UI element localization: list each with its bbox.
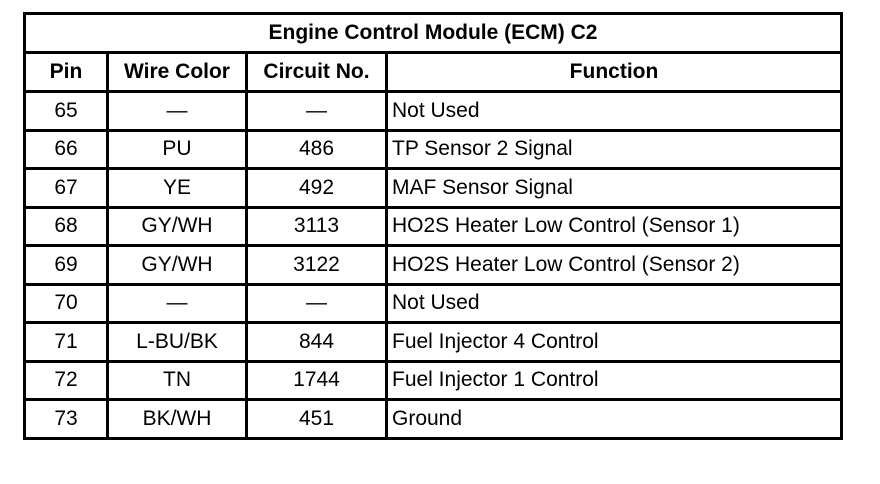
function-cell: TP Sensor 2 Signal — [385, 128, 843, 170]
pin-cell: 68 — [23, 205, 109, 247]
pin-cell: 71 — [23, 321, 109, 363]
table-row: 65— — Not Used — [23, 90, 843, 132]
wire-color-cell: YE — [106, 167, 248, 209]
wire-color-cell: BK/WH — [106, 398, 248, 440]
pin-cell: 73 — [23, 398, 109, 440]
wire-color-cell: GY/WH — [106, 205, 248, 247]
function-cell: HO2S Heater Low Control (Sensor 1) — [385, 205, 843, 247]
table-row: 72 TN 1744 Fuel Injector 1 Control — [23, 359, 843, 401]
wire-color-cell: — — [106, 282, 248, 324]
wire-color-cell: GY/WH — [106, 244, 248, 286]
function-cell: Fuel Injector 4 Control — [385, 321, 843, 363]
wire-color-cell: — — [106, 90, 248, 132]
circuit-no-cell: — — [245, 90, 388, 132]
pin-cell: 67 — [23, 167, 109, 209]
pin-cell: 70 — [23, 282, 109, 324]
table-row: 71 L-BU/BK 844 Fuel Injector 4 Control — [23, 321, 843, 363]
circuit-no-cell: 3113 — [245, 205, 388, 247]
function-cell: MAF Sensor Signal — [385, 167, 843, 209]
ecm-c2-table: Engine Control Module (ECM) C2 Pin Wire … — [23, 12, 843, 440]
pin-cell: 69 — [23, 244, 109, 286]
function-cell: Fuel Injector 1 Control — [385, 359, 843, 401]
circuit-no-cell: 844 — [245, 321, 388, 363]
table-row: 67 YE 492 MAF Sensor Signal — [23, 167, 843, 209]
circuit-no-cell: 492 — [245, 167, 388, 209]
circuit-no-cell: 451 — [245, 398, 388, 440]
header-pin: Pin — [23, 51, 109, 93]
pin-cell: 72 — [23, 359, 109, 401]
function-cell: Not Used — [385, 90, 843, 132]
table-row: 70— — Not Used — [23, 282, 843, 324]
wire-color-cell: PU — [106, 128, 248, 170]
pin-cell: 66 — [23, 128, 109, 170]
header-wire-color: Wire Color — [106, 51, 248, 93]
table-title: Engine Control Module (ECM) C2 — [23, 12, 843, 54]
wire-color-cell: TN — [106, 359, 248, 401]
circuit-no-cell: 1744 — [245, 359, 388, 401]
header-function: Function — [385, 51, 843, 93]
circuit-no-cell: 3122 — [245, 244, 388, 286]
function-cell: HO2S Heater Low Control (Sensor 2) — [385, 244, 843, 286]
table-row: 69 GY/WH 3122 HO2S Heater Low Control (Sens… — [23, 244, 843, 286]
function-cell: Not Used — [385, 282, 843, 324]
wire-color-cell: L-BU/BK — [106, 321, 248, 363]
function-cell: Ground — [385, 398, 843, 440]
table-row: 66 PU 486 TP Sensor 2 Signal — [23, 128, 843, 170]
table-row: 73 BK/WH 451 Ground — [23, 398, 843, 440]
table-row: 68 GY/WH 3113 HO2S Heater Low Control (Sens… — [23, 205, 843, 247]
header-circuit-no: Circuit No. — [245, 51, 388, 93]
circuit-no-cell: 486 — [245, 128, 388, 170]
circuit-no-cell: — — [245, 282, 388, 324]
pin-cell: 65 — [23, 90, 109, 132]
